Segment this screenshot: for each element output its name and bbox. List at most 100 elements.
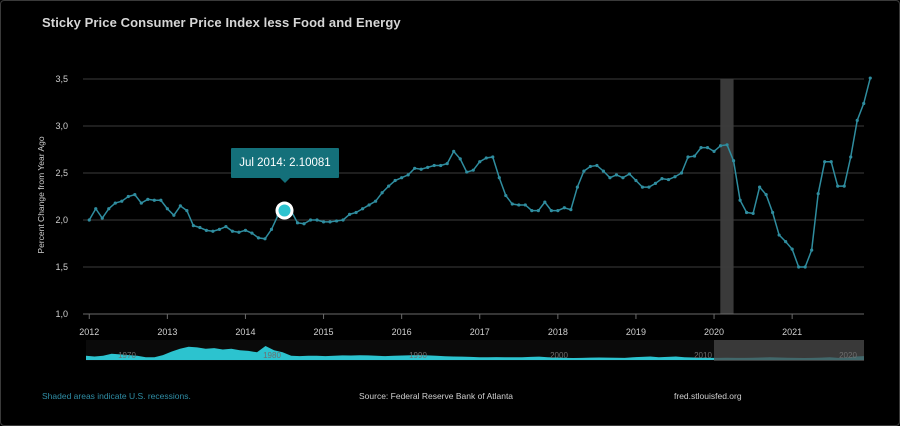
data-point bbox=[836, 184, 840, 188]
data-point bbox=[159, 198, 163, 202]
data-point bbox=[400, 176, 404, 180]
y-tick-label: 1,0 bbox=[55, 309, 68, 319]
data-point bbox=[139, 201, 143, 205]
data-point bbox=[185, 209, 189, 213]
data-point bbox=[829, 160, 833, 164]
y-axis-label: Percent Change from Year Ago bbox=[36, 136, 46, 253]
recession-layer bbox=[720, 79, 734, 314]
data-point bbox=[758, 185, 762, 189]
navigator-label: 2020 bbox=[839, 351, 857, 360]
data-point bbox=[465, 170, 469, 174]
highlight-layer bbox=[275, 201, 294, 220]
data-point bbox=[823, 160, 827, 164]
data-point bbox=[705, 146, 710, 150]
data-point bbox=[237, 230, 241, 234]
data-point bbox=[308, 218, 313, 222]
data-point bbox=[315, 218, 319, 222]
data-point bbox=[204, 228, 208, 232]
data-point bbox=[712, 149, 716, 153]
data-point bbox=[601, 169, 606, 173]
grid-layer bbox=[83, 78, 864, 315]
data-point bbox=[321, 220, 326, 224]
data-point bbox=[738, 198, 742, 202]
data-point bbox=[653, 181, 658, 185]
data-point bbox=[250, 231, 254, 235]
data-point bbox=[360, 207, 365, 211]
chart-title: Sticky Price Consumer Price Index less F… bbox=[42, 15, 401, 30]
data-point bbox=[393, 178, 397, 183]
source-text: Source: Federal Reserve Bank of Atlanta bbox=[359, 391, 514, 401]
data-point bbox=[113, 201, 117, 205]
data-point bbox=[471, 168, 475, 172]
x-axis: 2012 2013 2014 2015 2016 2017 2018 2019 2020 2021 bbox=[79, 314, 802, 337]
x-tick-label: 2017 bbox=[470, 327, 490, 337]
y-tick-label: 3,5 bbox=[55, 74, 68, 84]
data-point bbox=[347, 212, 352, 216]
navigator-label: 2000 bbox=[550, 351, 568, 360]
navigator[interactable]: 1970 1980 1990 2000 2010 2020 bbox=[86, 340, 864, 361]
data-point bbox=[621, 176, 625, 180]
data-point bbox=[211, 229, 215, 233]
x-tick-label: 2019 bbox=[626, 327, 646, 337]
recession-band bbox=[720, 79, 734, 314]
data-point bbox=[334, 219, 339, 223]
data-point bbox=[504, 193, 508, 198]
x-tick-label: 2013 bbox=[157, 327, 177, 337]
data-point bbox=[634, 178, 638, 183]
data-point bbox=[224, 224, 228, 229]
data-point bbox=[744, 210, 749, 215]
data-point bbox=[517, 203, 521, 207]
data-point bbox=[718, 144, 723, 148]
data-point bbox=[569, 208, 573, 212]
data-point bbox=[699, 146, 703, 150]
data-point bbox=[178, 204, 182, 208]
data-point bbox=[341, 218, 345, 222]
data-point bbox=[679, 171, 684, 175]
data-point bbox=[295, 221, 300, 225]
x-tick-label: 2021 bbox=[782, 327, 802, 337]
data-point bbox=[269, 227, 274, 231]
data-point bbox=[686, 155, 690, 159]
data-point bbox=[152, 198, 156, 202]
data-point bbox=[803, 265, 807, 269]
data-point bbox=[523, 203, 527, 207]
data-point bbox=[849, 155, 853, 159]
tooltip: Jul 2014: 2.10081 bbox=[231, 148, 339, 178]
data-point bbox=[868, 76, 872, 80]
data-point bbox=[406, 173, 410, 177]
data-point bbox=[172, 213, 176, 217]
site-link[interactable]: fred.stlouisfed.org bbox=[674, 391, 742, 401]
x-tick-label: 2016 bbox=[392, 327, 412, 337]
navigator-label: 1990 bbox=[409, 351, 427, 360]
data-point bbox=[439, 163, 443, 168]
data-point bbox=[855, 118, 859, 122]
x-tick-label: 2015 bbox=[314, 327, 334, 337]
data-point bbox=[380, 191, 384, 195]
y-axis: 1,0 1,5 2,0 2,5 3,0 3,5 bbox=[55, 74, 68, 319]
data-point bbox=[107, 207, 111, 211]
data-point bbox=[458, 157, 462, 161]
data-point bbox=[354, 210, 358, 215]
data-point bbox=[217, 227, 222, 231]
data-point bbox=[595, 163, 599, 168]
data-point bbox=[777, 233, 781, 237]
data-point bbox=[530, 209, 534, 213]
series-layer bbox=[87, 76, 872, 269]
data-point bbox=[692, 154, 697, 158]
data-point bbox=[484, 156, 488, 160]
data-point bbox=[562, 206, 566, 210]
data-point bbox=[647, 185, 651, 189]
data-point bbox=[575, 185, 579, 189]
data-point bbox=[146, 197, 150, 201]
data-point bbox=[640, 185, 645, 189]
data-point bbox=[666, 177, 671, 182]
data-point bbox=[432, 163, 436, 168]
data-point bbox=[842, 184, 846, 188]
data-point bbox=[263, 237, 267, 241]
data-point bbox=[243, 228, 248, 232]
data-point bbox=[608, 176, 612, 180]
data-point bbox=[497, 176, 501, 180]
data-point bbox=[731, 159, 736, 163]
data-point bbox=[445, 162, 449, 166]
